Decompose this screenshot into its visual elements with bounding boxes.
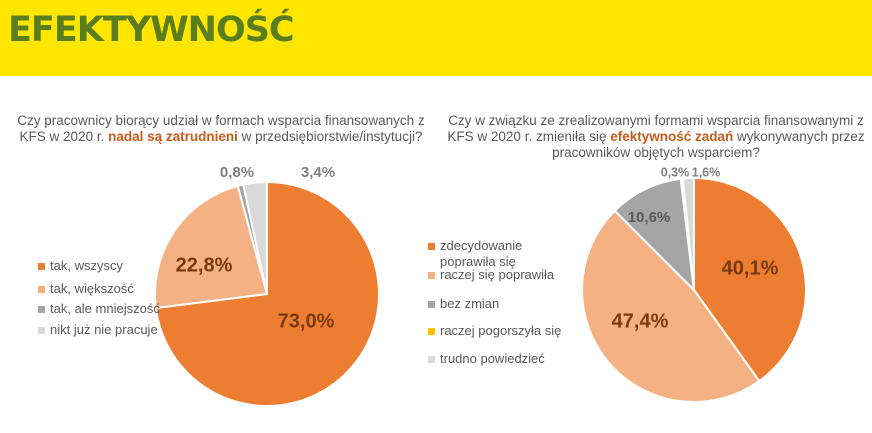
header-banner: EFEKTYWNOŚĆ xyxy=(0,0,872,76)
chart2-legend-label-0: zdecydowanie poprawiła się xyxy=(440,238,523,269)
chart1-data-label-1: 22,8% xyxy=(176,254,233,276)
chart2-legend-swatch-1 xyxy=(428,272,435,279)
chart1-legend-swatch-1 xyxy=(38,286,45,293)
chart1-data-label-0: 73,0% xyxy=(278,310,335,332)
chart2-title-highlight: efektywność zadań xyxy=(610,129,734,144)
chart2-data-label-4: 1,6% xyxy=(692,165,721,179)
chart1-legend-label-3: nikt już nie pracuje xyxy=(50,322,158,337)
chart1-slice-3 xyxy=(242,180,268,295)
chart2-slice-2 xyxy=(613,177,696,293)
chart1-legend-label-1: tak, większość xyxy=(50,281,134,296)
chart2-legend-swatch-2 xyxy=(428,301,435,308)
chart2-data-label-3: 0,3% xyxy=(661,165,690,179)
chart2-legend-label-2: bez zmian xyxy=(440,296,500,311)
chart2-slice-1 xyxy=(581,209,761,403)
chart2-legend-label-1: raczej się poprawiła xyxy=(440,267,555,282)
chart2-legend-swatch-3 xyxy=(428,328,435,335)
chart1-legend-label-0: tak, wszyscy xyxy=(50,258,123,273)
chart1-data-label-3: 3,4% xyxy=(301,164,335,181)
chart2-legend-swatch-0 xyxy=(428,243,435,250)
chart1-legend-swatch-0 xyxy=(38,263,45,270)
chart2-legend-label-3: raczej pogorszyła się xyxy=(440,323,562,338)
chart1-title-highlight: nadal są zatrudnieni xyxy=(108,129,238,144)
chart2-data-label-1: 47,4% xyxy=(612,310,669,332)
chart2-title-pre: Czy w związku ze zrealizowanymi formami … xyxy=(447,113,864,144)
chart1-title-pre: Czy pracownicy biorący udział w formach … xyxy=(17,113,425,144)
page-title: EFEKTYWNOŚĆ xyxy=(8,10,295,50)
chart2-legend-label-4: trudno powiedzieć xyxy=(440,351,545,366)
chart1-title-post: w przedsiębiorstwie/instytucji? xyxy=(237,129,423,144)
chart2-legend-swatch-4 xyxy=(428,356,435,363)
chart2-slice-4 xyxy=(681,176,695,291)
chart2-title-post: wykonywanych przez pracowników objętych … xyxy=(552,129,865,160)
chart2-data-label-0: 40,1% xyxy=(722,257,779,279)
chart1-data-label-2: 0,8% xyxy=(220,164,254,181)
chart1-slice-1 xyxy=(154,184,269,310)
chart1-title: Czy pracownicy biorący udział w formach … xyxy=(6,113,436,145)
chart2-data-label-2: 10,6% xyxy=(628,209,671,226)
chart1-legend-swatch-3 xyxy=(38,327,45,334)
chart1-legend-label-2: tak, ale mniejszość xyxy=(50,301,160,316)
chart2-slice-0 xyxy=(693,176,807,383)
chart1-legend-swatch-2 xyxy=(38,306,45,313)
chart2-title: Czy w związku ze zrealizowanymi formami … xyxy=(440,113,872,161)
